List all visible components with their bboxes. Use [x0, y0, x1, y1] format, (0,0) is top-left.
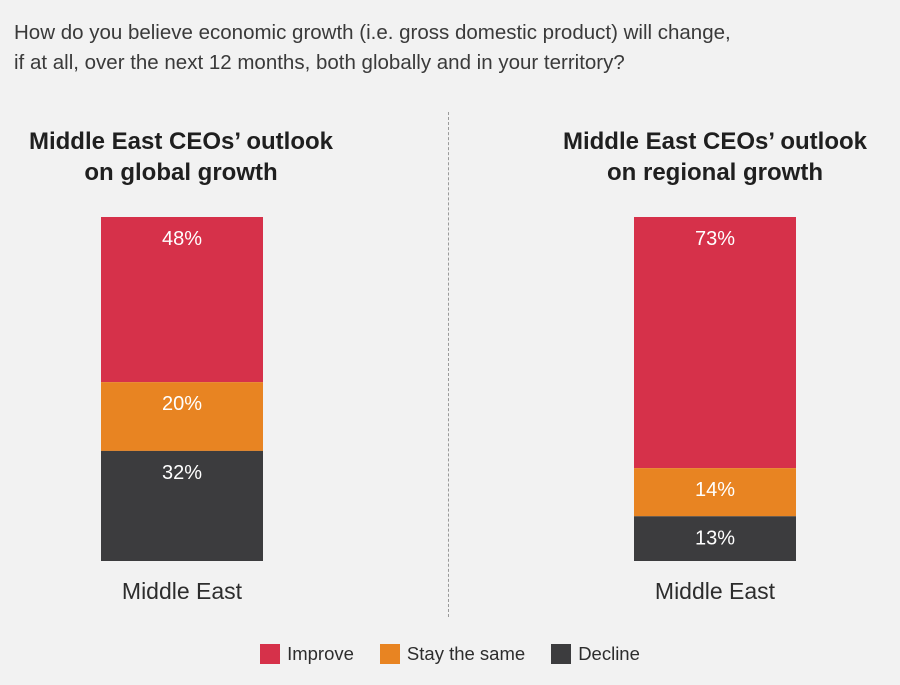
legend-label-decline: Decline	[578, 643, 640, 664]
question-text: How do you believe economic growth (i.e.…	[14, 18, 874, 78]
legend-swatch-improve	[260, 644, 281, 664]
legend-item-decline: Decline	[551, 643, 640, 665]
question-line-1: How do you believe economic growth (i.e.…	[14, 21, 731, 44]
legend-label-improve: Improve	[287, 643, 354, 664]
left-chart-title-line-1: Middle East CEOs’ outlook	[28, 128, 334, 155]
left-data-label-stay-the-same: 20%	[162, 393, 202, 415]
left-bar-segment-improve	[101, 217, 263, 383]
left-category-label: Middle East	[122, 578, 243, 604]
right-data-label-decline: 13%	[695, 527, 735, 549]
left-bar-segment-decline	[101, 450, 263, 561]
right-chart-title: Middle East CEOs’ outlook on regional gr…	[505, 126, 900, 188]
right-bar-segment-decline	[634, 516, 796, 561]
right-chart-title-line-1: Middle East CEOs’ outlook	[562, 128, 868, 155]
question-line-2: if at all, over the next 12 months, both…	[14, 51, 625, 74]
legend-item-improve: Improve	[260, 643, 354, 665]
legend-swatch-stay-the-same	[379, 644, 400, 664]
left-data-label-improve: 48%	[162, 228, 202, 250]
left-chart-title: Middle East CEOs’ outlook on global grow…	[0, 126, 391, 188]
right-bar-segment-stay-the-same	[634, 468, 796, 517]
legend-item-stay-the-same: Stay the same	[379, 643, 526, 665]
right-category-label: Middle East	[655, 578, 776, 604]
legend-label-stay-the-same: Stay the same	[406, 643, 526, 664]
right-data-label-improve: 73%	[695, 228, 735, 250]
left-data-label-decline: 32%	[162, 462, 202, 484]
legend-swatch-decline	[551, 644, 572, 664]
right-bar-segment-improve	[634, 217, 796, 469]
legend: Improve Stay the same Decline	[0, 643, 900, 665]
left-bar-segment-stay-the-same	[101, 382, 263, 451]
right-data-label-stay-the-same: 14%	[695, 479, 735, 501]
left-chart-title-line-2: on global growth	[84, 159, 278, 186]
panel-divider	[448, 112, 449, 617]
right-chart-title-line-2: on regional growth	[607, 159, 823, 186]
